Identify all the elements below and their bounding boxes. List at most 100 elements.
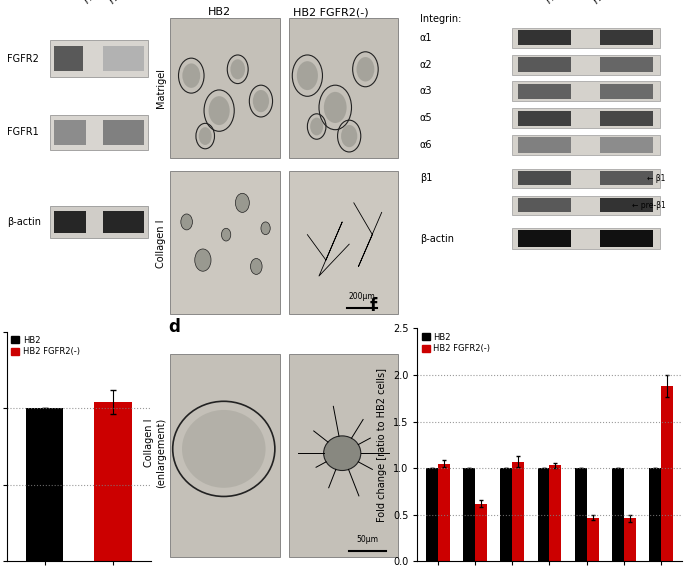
FancyBboxPatch shape [54, 211, 86, 234]
Text: Integrin:: Integrin: [420, 14, 462, 24]
Circle shape [230, 60, 245, 79]
FancyBboxPatch shape [103, 120, 144, 145]
FancyBboxPatch shape [518, 111, 571, 126]
FancyBboxPatch shape [518, 171, 571, 185]
FancyBboxPatch shape [171, 354, 279, 557]
Circle shape [261, 222, 270, 235]
Text: α3: α3 [420, 86, 432, 96]
FancyBboxPatch shape [599, 137, 653, 153]
Bar [438, 464, 450, 561]
Circle shape [324, 92, 347, 123]
Circle shape [253, 90, 269, 112]
FancyBboxPatch shape [171, 18, 279, 158]
Circle shape [195, 249, 211, 271]
FancyBboxPatch shape [599, 111, 653, 126]
Text: α5: α5 [420, 113, 433, 123]
Text: HB2: HB2 [544, 0, 566, 6]
Text: 50μm: 50μm [357, 535, 379, 544]
FancyBboxPatch shape [518, 84, 571, 99]
Text: ← pre-β1: ← pre-β1 [632, 201, 666, 210]
Legend: HB2, HB2 FGFR2(-): HB2, HB2 FGFR2(-) [421, 333, 490, 353]
Circle shape [356, 57, 375, 82]
FancyBboxPatch shape [512, 28, 660, 48]
Circle shape [323, 436, 361, 471]
Circle shape [199, 127, 212, 145]
Text: β-actin: β-actin [420, 234, 454, 244]
Bar [26, 408, 64, 561]
FancyBboxPatch shape [599, 84, 653, 99]
Text: FGFR2: FGFR2 [7, 53, 39, 64]
Text: HB2 FGFR2(-): HB2 FGFR2(-) [108, 0, 162, 6]
FancyBboxPatch shape [599, 198, 653, 212]
FancyBboxPatch shape [50, 40, 148, 77]
Text: α1: α1 [420, 33, 432, 43]
Bar [500, 468, 512, 561]
Circle shape [181, 214, 192, 230]
FancyBboxPatch shape [599, 171, 653, 185]
Text: β1: β1 [420, 174, 432, 183]
FancyBboxPatch shape [512, 135, 660, 155]
Text: Matrigel: Matrigel [155, 69, 166, 108]
FancyBboxPatch shape [289, 18, 398, 158]
Text: 200μm: 200μm [349, 293, 375, 302]
Bar [512, 462, 524, 561]
FancyBboxPatch shape [518, 230, 571, 247]
FancyBboxPatch shape [289, 171, 398, 314]
FancyBboxPatch shape [54, 45, 84, 71]
Text: HB2 FGFR2(-): HB2 FGFR2(-) [292, 7, 369, 17]
Y-axis label: Fold change [ratio to HB2 cells]: Fold change [ratio to HB2 cells] [377, 368, 387, 522]
Circle shape [221, 229, 231, 241]
Bar [475, 503, 487, 561]
Circle shape [310, 117, 323, 136]
Circle shape [182, 64, 200, 88]
Circle shape [208, 96, 229, 125]
FancyBboxPatch shape [289, 354, 398, 557]
Bar [549, 466, 562, 561]
Circle shape [341, 125, 358, 147]
Text: HB2: HB2 [208, 7, 231, 17]
Text: α6: α6 [420, 140, 432, 150]
FancyBboxPatch shape [518, 198, 571, 212]
Bar [463, 468, 475, 561]
FancyBboxPatch shape [512, 54, 660, 75]
Bar [661, 386, 673, 561]
Bar [95, 402, 132, 561]
Text: Collagen I: Collagen I [155, 220, 166, 268]
FancyBboxPatch shape [103, 211, 144, 234]
Legend: HB2, HB2 FGFR2(-): HB2, HB2 FGFR2(-) [11, 336, 79, 356]
Bar [624, 518, 636, 561]
FancyBboxPatch shape [103, 45, 144, 71]
Text: FGFR1: FGFR1 [7, 128, 38, 137]
FancyBboxPatch shape [518, 57, 571, 72]
FancyBboxPatch shape [512, 169, 660, 188]
FancyBboxPatch shape [512, 108, 660, 128]
Bar [426, 468, 438, 561]
FancyBboxPatch shape [512, 196, 660, 214]
FancyBboxPatch shape [50, 115, 148, 150]
Bar [649, 468, 661, 561]
Circle shape [251, 259, 262, 274]
Bar [575, 468, 586, 561]
FancyBboxPatch shape [518, 31, 571, 45]
Text: ← β1: ← β1 [647, 174, 666, 183]
Circle shape [182, 410, 266, 488]
Bar [586, 518, 599, 561]
FancyBboxPatch shape [599, 230, 653, 247]
Text: Collagen I
(enlargement): Collagen I (enlargement) [144, 418, 166, 488]
Text: HB2 FGFR2(-): HB2 FGFR2(-) [592, 0, 646, 6]
FancyBboxPatch shape [512, 81, 660, 101]
Circle shape [297, 61, 318, 90]
Text: β-actin: β-actin [7, 217, 41, 227]
FancyBboxPatch shape [599, 31, 653, 45]
Text: α2: α2 [420, 60, 433, 70]
Text: f: f [370, 297, 377, 315]
FancyBboxPatch shape [518, 137, 571, 153]
Bar [612, 468, 624, 561]
Bar [538, 468, 549, 561]
FancyBboxPatch shape [599, 57, 653, 72]
FancyBboxPatch shape [171, 171, 279, 314]
Text: HB2: HB2 [82, 0, 103, 6]
Text: d: d [168, 319, 180, 336]
FancyBboxPatch shape [50, 206, 148, 238]
Circle shape [236, 193, 249, 213]
